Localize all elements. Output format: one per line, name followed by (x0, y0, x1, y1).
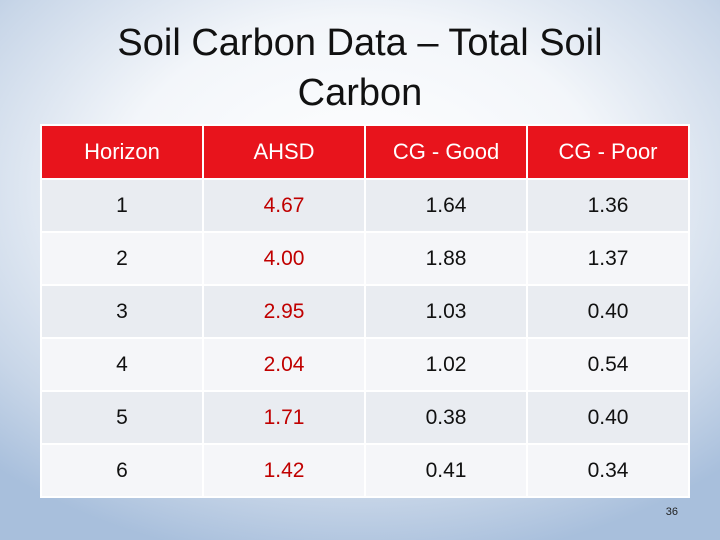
table-cell: 0.34 (526, 443, 690, 498)
table-cell: 1.71 (202, 390, 366, 445)
table-cell: 1.37 (526, 231, 690, 286)
table-cell: 1.64 (364, 178, 528, 233)
table-cell: 0.54 (526, 337, 690, 392)
table-cell: 6 (40, 443, 204, 498)
table-cell: 4 (40, 337, 204, 392)
table-cell: 2 (40, 231, 204, 286)
table-row: 1 4.67 1.64 1.36 (40, 178, 690, 233)
table-row: 4 2.04 1.02 0.54 (40, 337, 690, 392)
column-header: Horizon (40, 124, 204, 180)
table-row: 2 4.00 1.88 1.37 (40, 231, 690, 286)
table-cell: 2.95 (202, 284, 366, 339)
table-row: 5 1.71 0.38 0.40 (40, 390, 690, 445)
table-cell: 1.02 (364, 337, 528, 392)
column-header: CG - Poor (526, 124, 690, 180)
table-cell: 5 (40, 390, 204, 445)
column-header: AHSD (202, 124, 366, 180)
table-cell: 3 (40, 284, 204, 339)
slide-title: Soil Carbon Data – Total Soil Carbon (117, 22, 603, 114)
table-cell: 4.67 (202, 178, 366, 233)
table-cell: 0.40 (526, 390, 690, 445)
column-header: CG - Good (364, 124, 528, 180)
table-cell: 1 (40, 178, 204, 233)
table-cell: 1.36 (526, 178, 690, 233)
table-cell: 1.88 (364, 231, 528, 286)
page-number: 36 (665, 506, 678, 518)
header-row: Horizon AHSD CG - Good CG - Poor (40, 124, 690, 180)
table-cell: 4.00 (202, 231, 366, 286)
table-cell: 0.40 (526, 284, 690, 339)
table-cell: 2.04 (202, 337, 366, 392)
table-body: 1 4.67 1.64 1.36 2 4.00 1.88 1.37 3 2.95 1.03 0.40 4… (40, 178, 690, 498)
table-cell: 0.41 (364, 443, 528, 498)
table-row: 3 2.95 1.03 0.40 (40, 284, 690, 339)
table-row: 6 1.42 0.41 0.34 (40, 443, 690, 498)
data-table: Horizon AHSD CG - Good CG - Poor 1 4.67 1.64 1… (40, 124, 690, 498)
table-cell: 0.38 (364, 390, 528, 445)
table-cell: 1.42 (202, 443, 366, 498)
table-cell: 1.03 (364, 284, 528, 339)
